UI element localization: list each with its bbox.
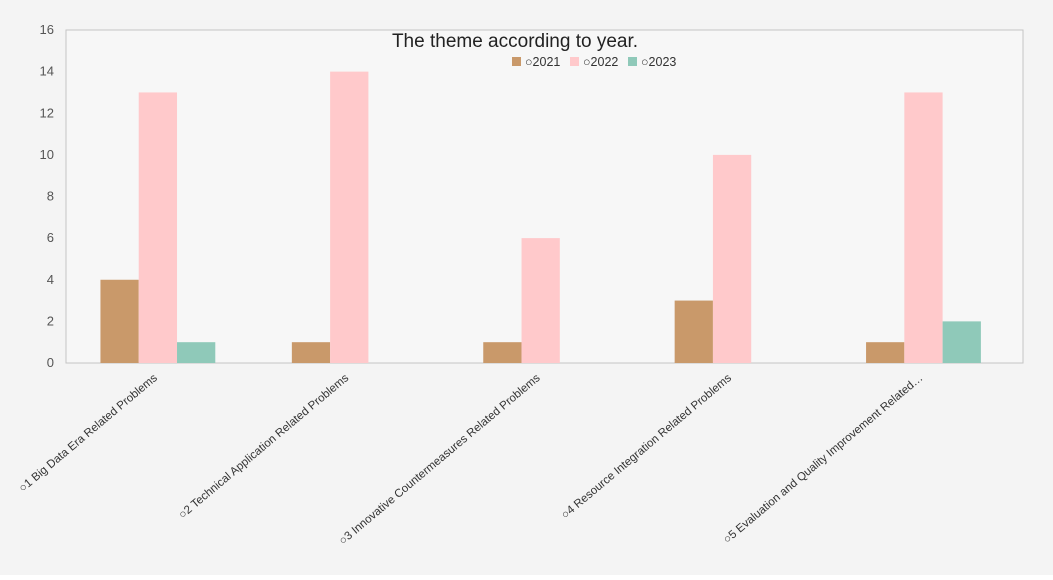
legend-label: ○2021 (525, 55, 560, 69)
bar-2022-3 (521, 238, 560, 363)
legend-swatch (628, 57, 637, 66)
legend-label: ○2023 (641, 55, 676, 69)
x-category-label: ○4 Resource Integration Related Problems (559, 372, 734, 521)
bar-2022-4 (712, 154, 752, 363)
bar-2021-2 (291, 342, 331, 363)
y-tick-label: 14 (40, 64, 54, 79)
x-category-label: ○3 Innovative Countermeasures Related Pr… (337, 372, 543, 547)
y-tick-label: 8 (47, 189, 54, 204)
legend: ○2021 ○2022 ○2023 (512, 55, 676, 69)
legend-swatch (512, 57, 521, 66)
y-tick-label: 2 (47, 313, 54, 328)
bar-2022-2 (330, 71, 369, 363)
bar-2023-1 (177, 342, 216, 363)
bar-2022-5 (904, 92, 943, 363)
y-tick-label: 4 (47, 272, 54, 287)
bar-2021-4 (674, 300, 713, 363)
x-category-label: ○2 Technical Application Related Problem… (177, 372, 352, 521)
bar-2022-1 (138, 92, 178, 363)
bar-2023-5 (942, 321, 981, 363)
y-tick-label: 10 (40, 147, 54, 162)
chart-title: The theme according to year. (392, 31, 638, 52)
bar-2021-3 (483, 342, 522, 363)
y-tick-label: 16 (40, 22, 54, 37)
y-axis: 0 2 4 6 8 10 12 14 16 (40, 22, 54, 370)
bars-group (100, 71, 981, 363)
x-category-label: ○1 Big Data Era Related Problems (17, 372, 160, 495)
x-axis: ○1 Big Data Era Related Problems ○2 Techn… (17, 372, 925, 547)
y-tick-label: 12 (40, 105, 54, 120)
bar-2021-5 (866, 342, 905, 363)
legend-swatch (570, 57, 579, 66)
legend-label: ○2022 (583, 55, 618, 69)
y-tick-label: 6 (47, 230, 54, 245)
y-tick-label: 0 (47, 355, 54, 370)
x-category-label: ○5 Evaluation and Quality Improvement Re… (721, 372, 925, 546)
bar-2021-1 (100, 279, 139, 363)
